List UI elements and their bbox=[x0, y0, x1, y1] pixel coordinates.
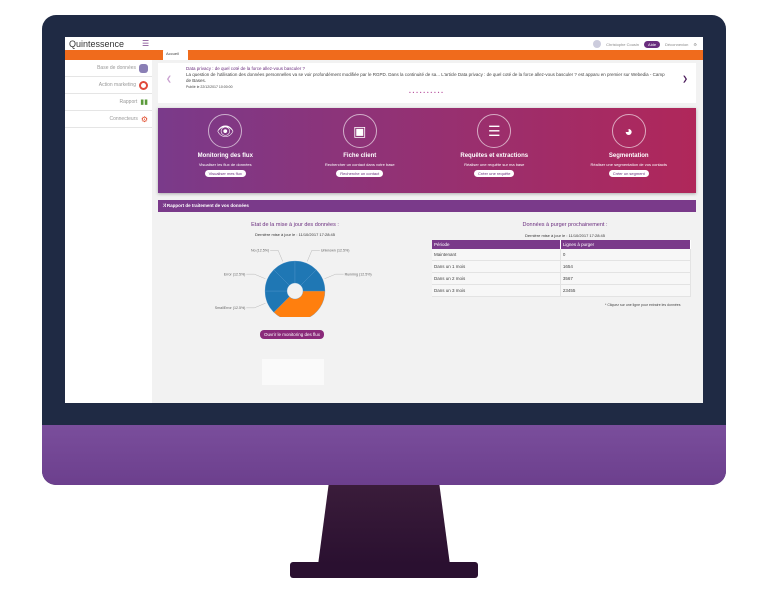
card-title: Segmentation bbox=[608, 153, 649, 159]
pie-label: No (12.5%) bbox=[251, 249, 269, 253]
sidebar-item-label: Base de données bbox=[97, 65, 136, 71]
pie-label: Error (12.5%) bbox=[224, 272, 246, 276]
sidebar-item-label: Action marketing bbox=[98, 82, 136, 88]
card-requetes: ☰ Requêtes et extractions Réaliser une req… bbox=[427, 108, 562, 193]
card-title: Requêtes et extractions bbox=[460, 153, 529, 159]
cell: 0 bbox=[560, 249, 692, 261]
cell: Dans un 2 mois bbox=[432, 272, 561, 285]
logo: Quintessence bbox=[69, 39, 125, 49]
purge-subtitle: Dernière mise à jour le : 11/10/2017 17:… bbox=[525, 233, 605, 238]
news-title[interactable]: Data privacy : de quel coté de la force … bbox=[186, 66, 306, 71]
card-title: Fiche client bbox=[343, 153, 377, 159]
monitor-stand bbox=[318, 485, 450, 565]
pie-chart-icon: ◕ bbox=[611, 114, 646, 148]
column-header: Période bbox=[432, 240, 561, 249]
card-desc: Visualiser les flux de données bbox=[198, 162, 252, 167]
card-title: Monitoring des flux bbox=[197, 153, 253, 159]
monitor-base bbox=[290, 562, 478, 578]
target-icon bbox=[139, 80, 148, 90]
report-header: ⤨ Rapport de traitement de vos données bbox=[158, 200, 696, 212]
cell: 23455 bbox=[560, 284, 692, 297]
create-query-button[interactable]: Créer une requête bbox=[474, 170, 515, 177]
logout-link[interactable]: Déconnexion bbox=[665, 41, 689, 47]
pie-label: Unknown (12.5%) bbox=[321, 249, 350, 253]
table-row[interactable]: Dans un 2 mois 3567 bbox=[432, 272, 692, 285]
label-leader bbox=[307, 250, 320, 262]
carousel-dots[interactable]: •••••••••• bbox=[409, 90, 445, 95]
gear-icon[interactable]: ⚙ bbox=[693, 41, 697, 47]
purge-title: Données à purger prochainement : bbox=[522, 222, 608, 228]
sidebar-item-label: Connecteurs bbox=[109, 116, 138, 122]
label-leader bbox=[246, 303, 266, 309]
card-segmentation: ◕ Segmentation Réaliser une segmentation d… bbox=[562, 108, 697, 193]
shortcut-cards: 👁 Monitoring des flux Visualiser les flux … bbox=[158, 108, 696, 193]
table-row[interactable]: Maintenant 0 bbox=[432, 249, 692, 261]
cell: Maintenant bbox=[432, 249, 561, 261]
header: Quintessence ☰ Christophe Cousin Aide Déco… bbox=[65, 37, 703, 50]
table-row[interactable]: Dans un 3 mois 23455 bbox=[432, 284, 692, 297]
card-desc: Réaliser une requête sur ma base bbox=[464, 162, 525, 167]
tab-accueil[interactable]: Accueil bbox=[163, 48, 188, 60]
cell: Dans un 1 mois bbox=[432, 260, 561, 273]
card-fiche-client: ▣ Fiche client Rechercher un contact dans … bbox=[293, 108, 428, 193]
cell: 1654 bbox=[560, 260, 692, 273]
gears-icon: ⚙ bbox=[140, 114, 148, 124]
next-arrow-icon[interactable]: ❯ bbox=[682, 76, 688, 83]
pie-slice-running[interactable] bbox=[300, 269, 326, 292]
pie-label: SmallError (12.5%) bbox=[215, 306, 246, 310]
pie-slice-ok[interactable] bbox=[273, 290, 326, 317]
table-row[interactable]: Dans un 1 mois 1654 bbox=[432, 260, 692, 273]
purge-note: * Cliquez sur une ligne pour extraire le… bbox=[605, 303, 681, 307]
sidebar-item-database[interactable]: Base de données bbox=[65, 60, 152, 77]
database-icon bbox=[139, 63, 148, 73]
open-monitoring-button[interactable]: Ouvrir le monitoring des flux bbox=[260, 330, 325, 339]
help-button[interactable]: Aide bbox=[644, 40, 661, 48]
chart-subtitle: Dernière mise à jour le : 11/10/2017 17:… bbox=[255, 232, 335, 237]
purge-table: Période Lignes à purger Maintenant 0 Dans … bbox=[432, 240, 692, 297]
bar-chart-icon: ▮▮ bbox=[140, 99, 148, 106]
report-title: Rapport de traitement de vos données bbox=[166, 203, 249, 208]
create-segment-button[interactable]: Créer un segment bbox=[608, 170, 649, 177]
card-desc: Réaliser une segmentation de vos contact… bbox=[590, 162, 668, 167]
blank-panel bbox=[262, 359, 324, 385]
cell: Dans un 3 mois bbox=[432, 284, 561, 297]
news-body: La question de l'utilisation des données… bbox=[186, 72, 665, 83]
column-header: Lignes à purger bbox=[560, 240, 692, 249]
label-leader bbox=[246, 273, 266, 279]
user-name: Christophe Cousin bbox=[606, 41, 640, 47]
monitor-frame: Quintessence ☰ Christophe Cousin Aide Déco… bbox=[42, 15, 726, 485]
news-date: Publié le 22/12/2017 10:00:00 bbox=[186, 85, 233, 89]
prev-arrow-icon[interactable]: ❮ bbox=[166, 76, 172, 83]
label-leader bbox=[324, 273, 344, 279]
sidebar-item-connecteurs[interactable]: Connecteurs ⚙ bbox=[65, 111, 152, 128]
tab-bar: Accueil bbox=[65, 48, 703, 60]
sidebar-item-marketing[interactable]: Action marketing bbox=[65, 77, 152, 94]
sidebar-item-label: Rapport bbox=[119, 99, 138, 105]
menu-icon[interactable]: ☰ bbox=[142, 39, 150, 48]
pie-label: Running (12.5%) bbox=[345, 272, 372, 276]
screen: Quintessence ☰ Christophe Cousin Aide Déco… bbox=[65, 37, 703, 403]
chart-title: Etat de la mise à jour des données : bbox=[251, 222, 339, 228]
news-carousel: ❮ ❯ Data privacy : de quel coté de la fo… bbox=[158, 63, 696, 103]
monitor-chin bbox=[42, 425, 726, 485]
sidebar-item-rapport[interactable]: Rapport ▮▮ bbox=[65, 94, 152, 111]
sidebar: Base de données Action marketing Rapport… bbox=[65, 60, 152, 403]
card-monitoring: 👁 Monitoring des flux Visualiser les flux … bbox=[158, 108, 293, 193]
label-leader bbox=[270, 250, 283, 262]
cell: 3567 bbox=[560, 272, 692, 285]
shuffle-icon: ⤨ bbox=[162, 203, 167, 208]
search-contact-button[interactable]: Recherche un contact bbox=[336, 170, 384, 177]
pie-chart: Ok (37.5%)SmallError (12.5%)Error (12.5%… bbox=[215, 249, 372, 317]
contact-book-icon: ▣ bbox=[342, 114, 377, 148]
card-desc: Rechercher un contact dans votre base bbox=[324, 162, 395, 167]
avatar bbox=[593, 40, 602, 48]
eye-icon: 👁 bbox=[208, 114, 243, 148]
database-icon: ☰ bbox=[477, 114, 512, 148]
view-flux-button[interactable]: Visualiser mes flux bbox=[204, 170, 246, 177]
